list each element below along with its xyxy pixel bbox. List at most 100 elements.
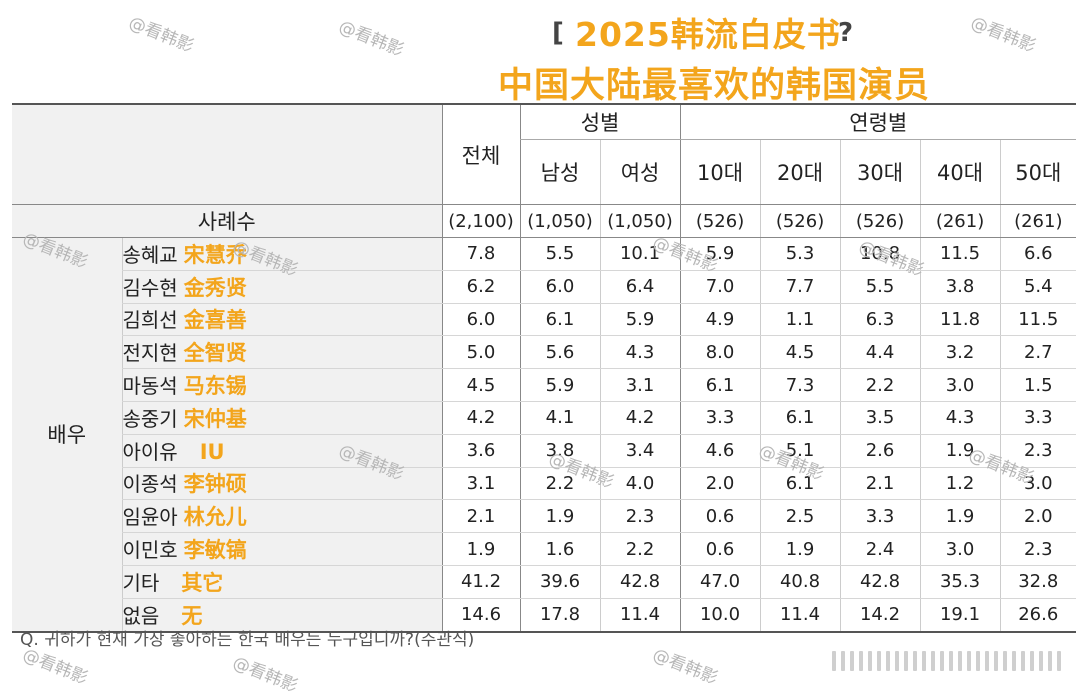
percentage-cell: 7.8 [441,237,520,271]
barcode-segment [1021,651,1025,671]
percentage-cell: 3.8 [519,434,600,468]
actor-korean-name: 송혜교 [122,242,178,267]
barcode-segment [913,651,917,671]
percentage-cell: 11.4 [759,598,841,633]
percentage-cell: 2.2 [839,368,921,402]
percentage-cell: 3.3 [839,499,921,534]
actor-korean-name: 임윤아 [122,505,178,530]
percentage-cell: 4.3 [599,335,681,370]
actor-chinese-name: 李敏镐 [183,538,247,563]
actor-name-cell: 없음 无 [121,598,442,633]
title-bracket-left: [ [552,18,564,48]
barcode-segment [958,651,962,671]
title-bracket-right: ? [838,18,854,48]
percentage-cell: 7.7 [759,270,841,304]
percentage-cell: 14.2 [839,598,921,633]
sample-size-value: (261) [919,204,1001,238]
actor-korean-name: 전지현 [122,341,178,366]
percentage-cell: 41.2 [441,565,520,599]
percentage-cell: 4.0 [599,467,681,501]
sample-size-value: (261) [999,204,1077,238]
percentage-cell: 1.9 [919,434,1001,468]
barcode-segment [868,651,872,671]
percentage-cell: 2.6 [839,434,921,468]
percentage-cell: 35.3 [919,565,1001,599]
percentage-cell: 1.5 [999,368,1077,402]
percentage-cell: 1.2 [919,467,1001,501]
percentage-cell: 42.8 [599,565,681,599]
percentage-cell: 5.4 [999,270,1077,304]
percentage-cell: 1.9 [519,499,600,534]
header-age-20s: 20대 [759,139,841,205]
percentage-cell: 5.3 [759,237,841,271]
actor-name-cell: 이민호 李敏镐 [121,532,442,566]
percentage-cell: 4.5 [441,368,520,402]
percentage-cell: 2.1 [441,499,520,534]
barcode-segment [922,651,926,671]
percentage-cell: 47.0 [679,565,761,599]
barcode-segment [1039,651,1043,671]
percentage-cell: 6.6 [999,237,1077,271]
percentage-cell: 2.3 [999,532,1077,566]
barcode-segment [904,651,908,671]
table-row: 김수현 金秀贤 6.2 6.0 6.4 7.0 7.7 5.5 3.8 5.4 [12,270,1077,304]
actor-chinese-name: 宋慧乔 [183,242,247,267]
percentage-cell: 6.2 [441,270,520,304]
percentage-cell: 7.0 [679,270,761,304]
percentage-cell: 3.0 [919,368,1001,402]
header-age-50s: 50대 [999,139,1077,205]
actor-korean-name: 이민호 [122,538,178,563]
percentage-cell: 4.9 [679,303,761,337]
percentage-cell: 5.1 [759,434,841,468]
table-row: 김희선 金喜善 6.0 6.1 5.9 4.9 1.1 6.3 11.8 11.5 [12,303,1077,337]
percentage-cell: 2.3 [999,434,1077,468]
question-footnote: Q. 귀하가 현재 가장 좋아하는 한국 배우는 누구입니까?(주관식) [20,630,475,650]
percentage-cell: 5.6 [519,335,600,370]
percentage-cell: 6.4 [599,270,681,304]
actor-name-cell: 김수현 金秀贤 [121,270,442,304]
percentage-cell: 4.3 [919,401,1001,435]
category-label: 배우 [12,237,122,633]
sample-size-label: 사례수 [12,204,442,238]
percentage-cell: 1.9 [919,499,1001,534]
actor-korean-name: 기타 [122,570,160,595]
barcode-segment [877,651,881,671]
percentage-cell: 42.8 [839,565,921,599]
percentage-cell: 2.3 [599,499,681,534]
percentage-cell: 4.4 [839,335,921,370]
percentage-cell: 3.1 [599,368,681,402]
percentage-cell: 7.3 [759,368,841,402]
barcode-segment [949,651,953,671]
barcode-segment [1030,651,1034,671]
percentage-cell: 3.4 [599,434,681,468]
table-row: 이민호 李敏镐 1.9 1.6 2.2 0.6 1.9 2.4 3.0 2.3 [12,532,1077,566]
percentage-cell: 2.5 [759,499,841,534]
barcode-segment [841,651,845,671]
header-age-30s: 30대 [839,139,921,205]
barcode-segment [886,651,890,671]
percentage-cell: 6.3 [839,303,921,337]
percentage-cell: 3.3 [999,401,1077,435]
actor-chinese-name: IU [199,440,225,465]
sample-size-value: (1,050) [519,204,600,238]
table-row: 송중기 宋仲基 4.2 4.1 4.2 3.3 6.1 3.5 4.3 3.3 [12,401,1077,435]
actor-chinese-name: 李钟硕 [183,472,247,497]
watermark-text: @看韩影 [229,652,301,697]
survey-table: 전체 성별 연령별 남성 여성 10대 20대 30대 40대 50대 사례수 … [12,103,1077,633]
percentage-cell: 39.6 [519,565,600,599]
percentage-cell: 5.9 [599,303,681,337]
header-male: 남성 [519,139,600,205]
barcode-segment [850,651,854,671]
actor-korean-name: 김수현 [122,275,178,300]
percentage-cell: 2.2 [519,467,600,501]
header-blank-cell [12,103,442,205]
title-line-2: 中国大陆最喜欢的韩国演员 [498,66,931,106]
table-row: 마동석 马东锡 4.5 5.9 3.1 6.1 7.3 2.2 3.0 1.5 [12,368,1077,402]
percentage-cell: 3.0 [999,467,1077,501]
percentage-cell: 6.0 [441,303,520,337]
percentage-cell: 5.9 [679,237,761,271]
percentage-cell: 2.4 [839,532,921,566]
percentage-cell: 6.1 [759,467,841,501]
percentage-cell: 2.7 [999,335,1077,370]
actor-name-cell: 임윤아 林允儿 [121,499,442,534]
